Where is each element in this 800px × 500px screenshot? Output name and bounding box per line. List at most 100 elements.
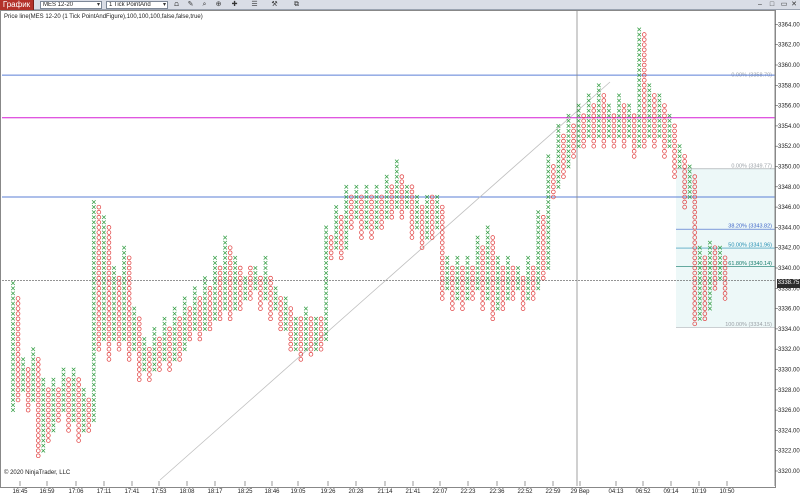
o-box bbox=[126, 255, 132, 261]
x-box bbox=[101, 245, 106, 250]
o-box bbox=[561, 138, 566, 144]
x-box bbox=[697, 255, 702, 260]
maximize-restore-icon[interactable]: ▭ bbox=[780, 1, 788, 8]
o-box bbox=[157, 357, 162, 362]
o-box bbox=[217, 316, 223, 322]
x-box bbox=[596, 98, 601, 103]
minimize-icon[interactable]: – bbox=[758, 1, 762, 8]
x-box bbox=[707, 301, 712, 306]
o-box bbox=[126, 291, 132, 296]
o-box bbox=[540, 230, 546, 235]
x-box bbox=[697, 316, 702, 321]
x-box bbox=[31, 377, 36, 382]
o-box bbox=[227, 301, 233, 306]
x-box bbox=[313, 342, 319, 347]
x-box bbox=[485, 245, 490, 250]
o-box bbox=[621, 133, 627, 139]
o-column bbox=[409, 184, 415, 240]
instrument-selector[interactable]: MES 12-20 ▾ bbox=[40, 1, 102, 9]
x-box bbox=[10, 311, 16, 316]
indicators-icon[interactable]: ⚒ bbox=[271, 1, 278, 8]
strategies-icon[interactable]: ☰ bbox=[251, 1, 258, 8]
o-box bbox=[460, 280, 465, 286]
x-box bbox=[192, 296, 197, 301]
o-box bbox=[470, 280, 475, 286]
time-tick-label: 20:28 bbox=[348, 489, 364, 495]
x-box bbox=[334, 205, 339, 210]
o-box bbox=[662, 123, 667, 129]
x-box bbox=[637, 108, 642, 113]
o-box bbox=[389, 184, 395, 190]
bar-style-icon[interactable]: ⩍ bbox=[174, 1, 179, 8]
close-icon[interactable]: ✕ bbox=[791, 1, 797, 8]
x-box bbox=[71, 392, 76, 397]
o-box bbox=[167, 341, 172, 347]
o-column bbox=[116, 275, 122, 352]
o-box bbox=[35, 407, 41, 413]
chart-type-selector[interactable]: 1 Tick PointAnd ▾ bbox=[106, 1, 168, 9]
draw-tool-icon[interactable]: ✎ bbox=[187, 1, 194, 8]
o-box bbox=[652, 118, 657, 124]
x-box bbox=[61, 382, 66, 387]
x-box bbox=[546, 194, 551, 199]
o-box bbox=[429, 204, 435, 210]
x-box bbox=[212, 260, 218, 265]
x-column bbox=[293, 316, 298, 352]
o-box bbox=[217, 296, 223, 301]
maximize-icon[interactable]: □ bbox=[769, 1, 775, 8]
o-box bbox=[187, 326, 193, 332]
o-box bbox=[561, 159, 566, 164]
o-box bbox=[641, 57, 647, 63]
o-column bbox=[66, 377, 71, 433]
o-box bbox=[682, 194, 687, 200]
o-box bbox=[308, 316, 314, 322]
x-box bbox=[425, 215, 430, 220]
o-box bbox=[258, 296, 263, 301]
x-box bbox=[233, 301, 238, 306]
o-box bbox=[702, 301, 708, 306]
chart-tab[interactable]: График bbox=[0, 0, 34, 10]
x-box bbox=[505, 281, 510, 286]
x-box bbox=[91, 321, 96, 326]
x-box bbox=[324, 230, 329, 235]
x-box bbox=[81, 402, 86, 408]
x-box bbox=[526, 255, 531, 260]
x-box bbox=[637, 27, 642, 32]
x-column bbox=[425, 194, 430, 240]
properties-icon[interactable]: ✚ bbox=[231, 1, 238, 8]
zoom-icon[interactable]: ⌕ bbox=[202, 1, 207, 8]
x-box bbox=[445, 260, 450, 265]
o-box bbox=[692, 230, 697, 235]
x-box bbox=[566, 123, 571, 128]
x-box bbox=[697, 260, 702, 265]
copyright-text: © 2020 NinjaTrader, LLC bbox=[4, 470, 71, 476]
o-box bbox=[15, 357, 21, 362]
x-box bbox=[445, 255, 450, 260]
o-box bbox=[480, 286, 485, 291]
o-box bbox=[500, 275, 506, 281]
window-linking-icon[interactable]: ⧉ bbox=[294, 1, 299, 8]
o-box bbox=[581, 138, 586, 144]
o-box bbox=[278, 311, 283, 316]
x-box bbox=[41, 392, 46, 397]
x-column bbox=[384, 174, 389, 220]
x-box bbox=[616, 98, 622, 103]
x-box bbox=[10, 382, 16, 387]
x-box bbox=[223, 240, 228, 245]
o-box bbox=[157, 362, 162, 367]
x-column bbox=[263, 255, 268, 301]
crosshair-icon[interactable]: ⊕ bbox=[215, 1, 222, 8]
x-box bbox=[41, 423, 46, 428]
o-box bbox=[359, 220, 364, 225]
o-box bbox=[480, 255, 485, 261]
o-box bbox=[238, 286, 243, 291]
o-box bbox=[460, 286, 465, 291]
o-box bbox=[116, 306, 122, 311]
x-box bbox=[81, 392, 86, 397]
o-box bbox=[682, 199, 687, 205]
o-box bbox=[692, 250, 697, 256]
o-box bbox=[339, 225, 344, 230]
o-box bbox=[409, 189, 415, 195]
price-tick-label: 3330.00 bbox=[778, 368, 800, 374]
